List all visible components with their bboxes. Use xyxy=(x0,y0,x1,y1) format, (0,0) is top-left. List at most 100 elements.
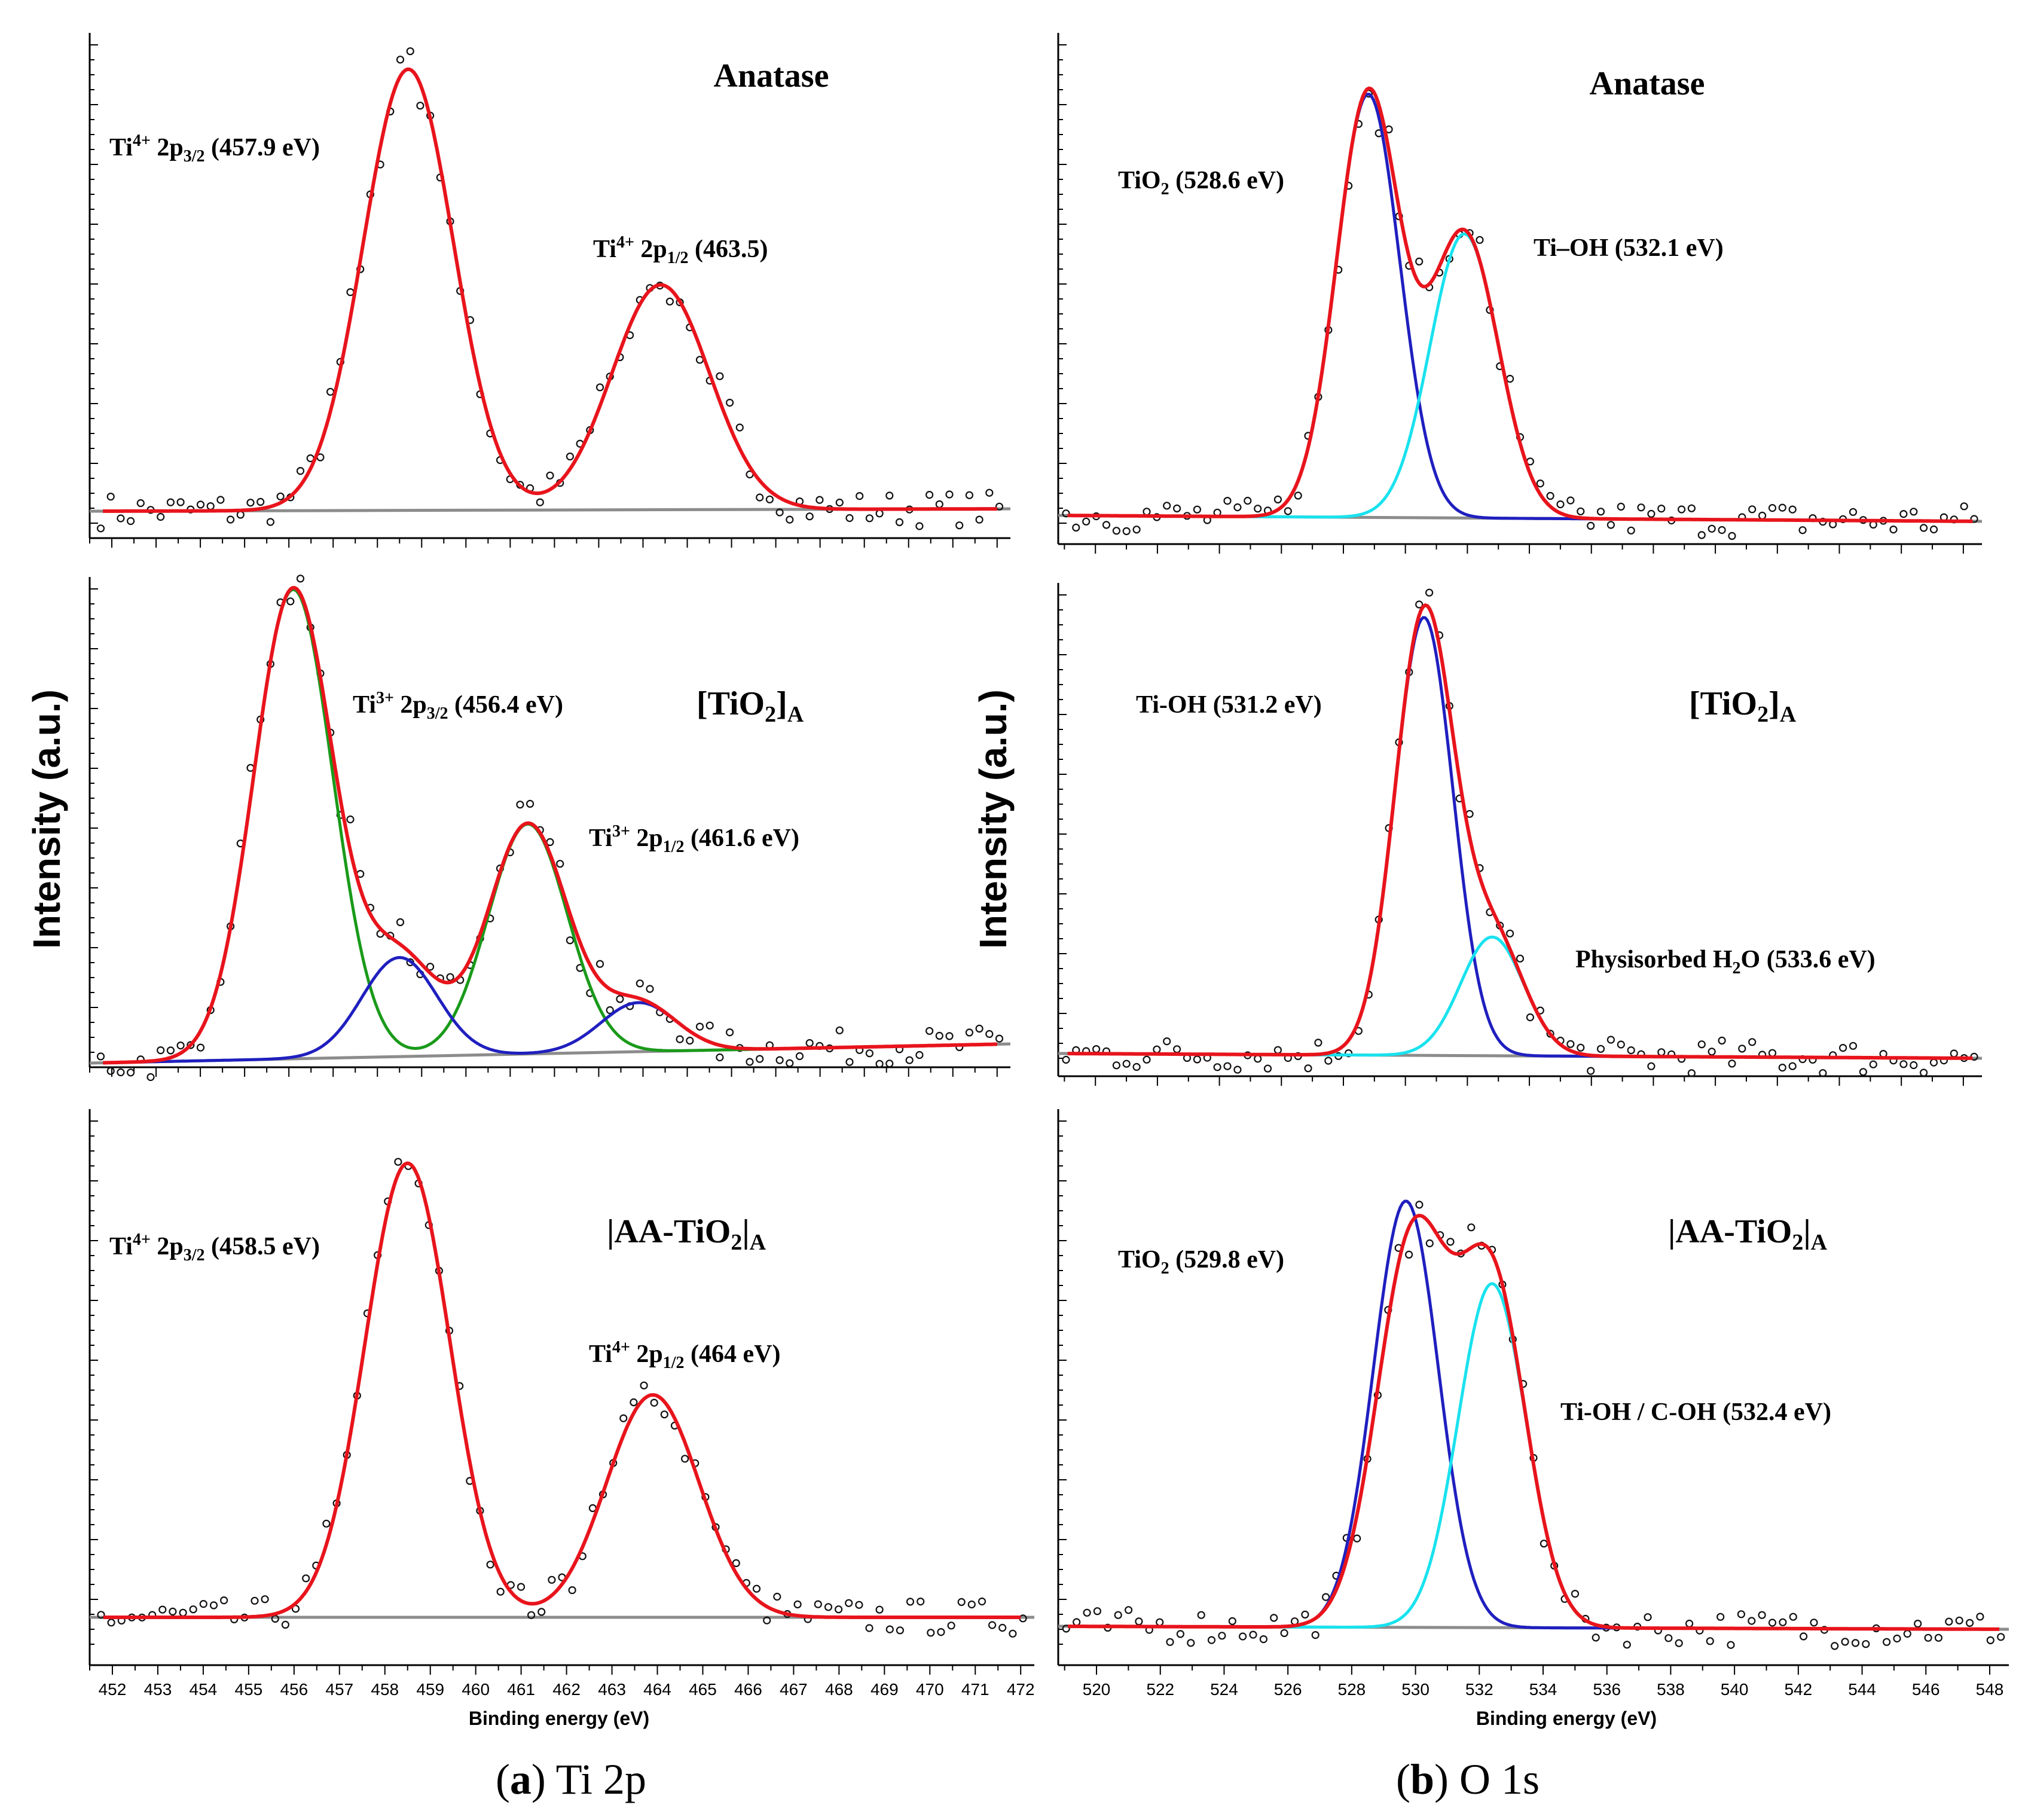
data-point xyxy=(1294,491,1302,500)
data-point xyxy=(885,1059,894,1068)
data-point xyxy=(1476,236,1484,244)
data-point xyxy=(1716,1613,1725,1621)
panel-a-aa-tio2a: 452 453 454 455 456 457 458 459 460 461 462 463 464 4… xyxy=(88,1109,1035,1699)
data-point xyxy=(927,1629,935,1637)
data-point xyxy=(1163,1037,1171,1046)
data-point xyxy=(158,1605,167,1614)
data-point xyxy=(1233,503,1242,512)
data-point xyxy=(906,1598,915,1606)
data-point xyxy=(566,452,575,461)
data-point xyxy=(1223,496,1232,505)
data-point xyxy=(875,1059,884,1068)
data-point xyxy=(773,1592,781,1601)
data-point xyxy=(775,508,784,517)
x-tick-label: 542 xyxy=(1784,1680,1812,1699)
data-point xyxy=(915,522,924,530)
data-point xyxy=(665,297,674,306)
data-point xyxy=(1798,526,1807,535)
label-b3-peak2: Ti-OH / C-OH (532.4 eV) xyxy=(1560,1398,1831,1426)
data-point xyxy=(824,1603,833,1611)
data-point xyxy=(1244,496,1252,505)
data-point xyxy=(1647,1062,1655,1070)
data-point xyxy=(1405,1250,1413,1259)
x-tick-label: 452 xyxy=(99,1680,127,1699)
data-point xyxy=(1810,1619,1818,1627)
data-point xyxy=(1280,1629,1288,1637)
data-point xyxy=(1697,1040,1706,1049)
data-point xyxy=(1920,524,1928,532)
x-tick-label: 467 xyxy=(780,1680,808,1699)
label-a1-peak2: Ti4+ 2p1/2 (463.5) xyxy=(593,233,768,267)
data-point xyxy=(1526,1013,1534,1022)
data-point xyxy=(96,524,105,533)
data-point xyxy=(1748,1617,1756,1625)
data-point xyxy=(1644,1613,1652,1621)
data-point xyxy=(1718,526,1726,535)
data-point xyxy=(947,1621,955,1630)
data-point xyxy=(281,1620,289,1629)
data-point xyxy=(1687,1069,1696,1077)
data-point xyxy=(1132,1062,1141,1071)
data-point xyxy=(396,918,405,927)
title-b-tio2a: [TiO2]A xyxy=(1689,685,1797,727)
data-point xyxy=(1124,1606,1133,1614)
x-tick-label: 522 xyxy=(1146,1680,1174,1699)
data-point xyxy=(1934,1633,1942,1642)
data-point xyxy=(1910,508,1918,516)
data-point xyxy=(136,499,145,508)
label-b3-peak1: TiO2 (529.8 eV) xyxy=(1118,1246,1284,1278)
data-point xyxy=(406,47,414,56)
label-a2-peak2: Ti3+ 2p1/2 (461.6 eV) xyxy=(589,822,799,856)
data-point xyxy=(1577,507,1585,515)
data-point xyxy=(1112,1061,1121,1070)
label-b1-peak2: Ti–OH (532.1 eV) xyxy=(1534,234,1724,262)
data-point xyxy=(1929,1058,1938,1067)
data-point xyxy=(1259,1635,1267,1644)
data-point xyxy=(1353,1534,1361,1543)
data-point xyxy=(96,1052,105,1061)
data-point xyxy=(1304,1064,1312,1073)
data-point xyxy=(935,500,943,509)
data-point xyxy=(1122,527,1131,536)
data-point xyxy=(1566,1040,1575,1048)
data-point xyxy=(967,1600,976,1609)
data-point xyxy=(1193,1055,1202,1064)
data-point xyxy=(1213,1063,1221,1071)
data-point xyxy=(1966,1619,1974,1627)
data-point xyxy=(1270,1614,1278,1622)
data-point xyxy=(1849,1042,1858,1050)
data-point xyxy=(995,502,1004,511)
data-point xyxy=(446,973,454,981)
data-point xyxy=(1945,1617,1953,1626)
data-point xyxy=(1446,1238,1455,1246)
title-b-anatase: Anatase xyxy=(1590,65,1705,102)
data-point xyxy=(1062,1624,1070,1633)
data-point xyxy=(1506,374,1514,383)
data-point xyxy=(1664,1634,1673,1642)
data-point xyxy=(640,1381,648,1390)
data-point xyxy=(548,1575,556,1584)
envelope-curve xyxy=(103,67,997,513)
panel-b-tio2a xyxy=(1057,583,1983,1086)
data-point xyxy=(1254,505,1262,513)
title-b-aa-tio2a: |AA-TiO2|A xyxy=(1668,1213,1828,1255)
x-tick-label: 456 xyxy=(280,1680,308,1699)
data-point xyxy=(1172,504,1181,513)
data-point xyxy=(1970,515,1978,523)
data-point xyxy=(196,500,205,509)
data-point xyxy=(835,498,844,507)
data-point xyxy=(1596,1045,1605,1053)
data-point xyxy=(1425,1239,1434,1248)
data-point xyxy=(1706,1637,1714,1645)
data-point xyxy=(1566,496,1575,505)
data-point xyxy=(127,1068,135,1077)
title-a-tio2a: [TiO2]A xyxy=(697,685,804,727)
data-point xyxy=(1859,1068,1867,1076)
envelope-curve xyxy=(1067,603,1973,1060)
x-tick-label: 468 xyxy=(825,1680,853,1699)
x-tick-label: 466 xyxy=(734,1680,762,1699)
data-point xyxy=(835,1026,844,1034)
data-point xyxy=(396,56,405,64)
caption-b: (b) O 1s xyxy=(1396,1755,1540,1803)
